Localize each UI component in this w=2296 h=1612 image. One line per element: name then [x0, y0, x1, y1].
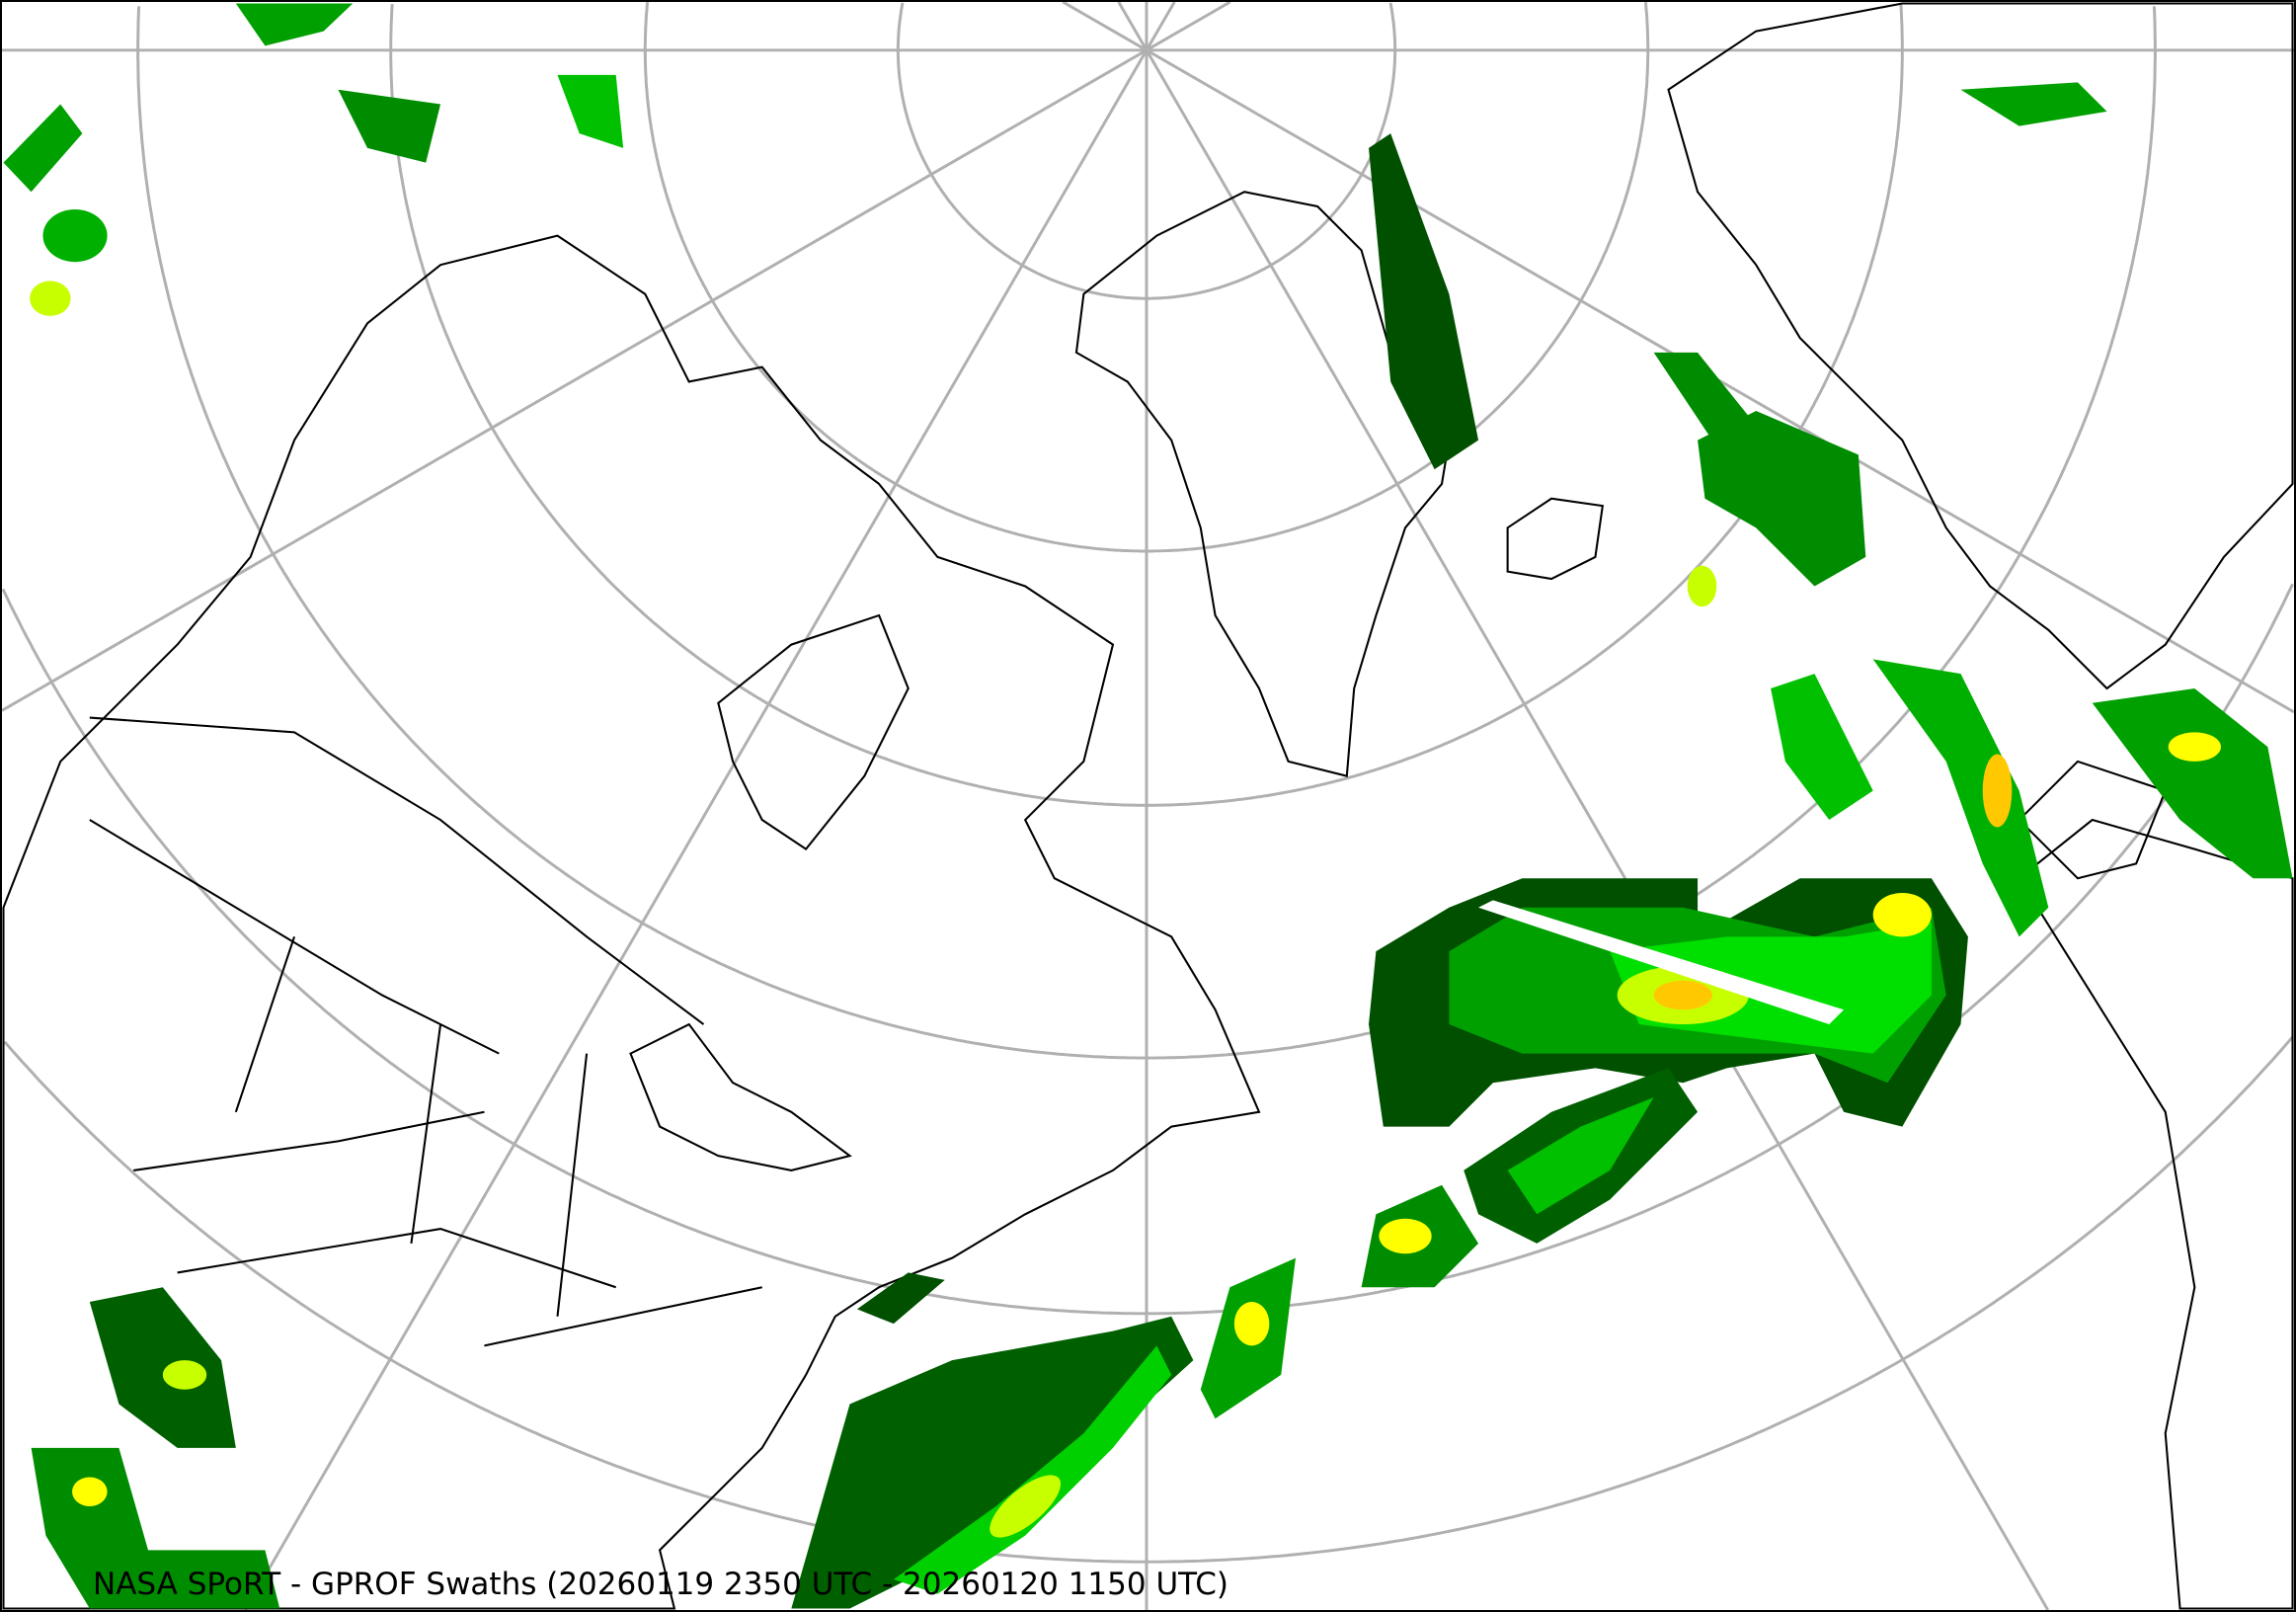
iberia-coast [2018, 760, 2168, 880]
swath-atlantic-central [1369, 878, 1968, 1127]
map-title: NASA SPoRT - GPROF Swaths (20260119 2350… [93, 1567, 1228, 1602]
meridian-line [244, 49, 1148, 1610]
latitude-circle [136, 6, 2157, 1060]
greenland-coast [1074, 191, 1451, 777]
state-borders [89, 819, 762, 1347]
meridian-line [1145, 49, 2050, 1610]
hudson-bay [717, 613, 910, 851]
swath-gulfstream [791, 1272, 1194, 1609]
europe-coast [1667, 2, 2294, 690]
north-america-coast [2, 234, 1261, 1610]
us-canada-border [89, 716, 705, 1025]
great-lakes [629, 1022, 852, 1171]
meridian-line [2, 48, 1148, 712]
iceland-coast [1506, 497, 1605, 581]
europe-precip [1369, 82, 2293, 937]
africa-coast [2018, 818, 2294, 1610]
precipitation-swaths [3, 3, 2293, 1609]
pacific-precip [3, 3, 624, 316]
latitude-circle [896, 2, 1397, 300]
meridian-line [1145, 2, 1176, 51]
latitude-circle [3, 1035, 2294, 1564]
swath-atlantic-south [1200, 1068, 1699, 1419]
mexico-precip [31, 1287, 280, 1609]
latitude-circle [643, 2, 1650, 553]
meridian-line [1146, 2, 1231, 52]
meridian-line [1062, 2, 1148, 52]
meridian-line [1117, 2, 1148, 51]
